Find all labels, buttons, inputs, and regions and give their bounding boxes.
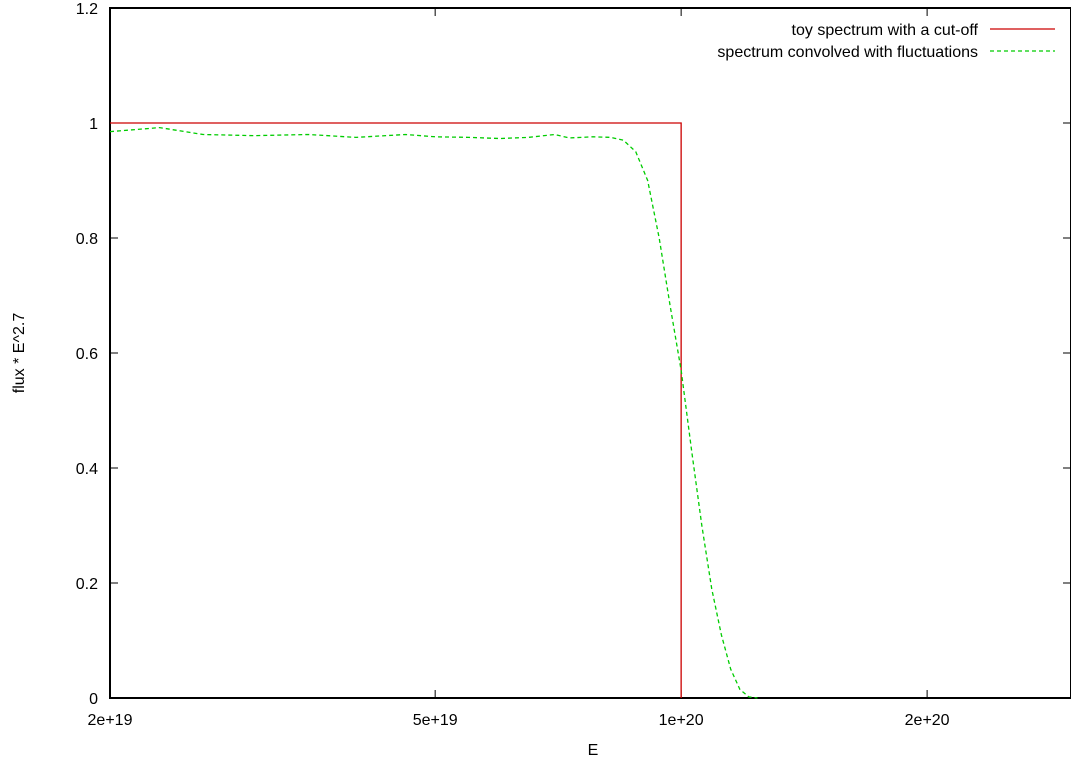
x-tick-label: 5e+19: [413, 712, 458, 729]
series-layer: [109, 122, 758, 699]
series-line-1: [110, 122, 682, 698]
legend: toy spectrum with a cut-off spectrum conv…: [717, 22, 1055, 61]
x-tick-label: 2e+19: [88, 712, 133, 729]
legend-label-1: toy spectrum with a cut-off: [792, 22, 979, 39]
y-tick-label: 1: [89, 116, 98, 133]
y-axis-label: flux * E^2.7: [11, 313, 28, 394]
series-line-2: [109, 126, 758, 699]
legend-label-2: spectrum convolved with fluctuations: [717, 44, 978, 61]
x-axis-ticks: 2e+19 5e+19 1e+20 2e+20: [88, 8, 950, 729]
y-tick-label: 0.8: [76, 231, 98, 248]
y-tick-label: 0.2: [76, 576, 98, 593]
y-tick-label: 0: [89, 691, 98, 708]
plot-frame: [109, 7, 1071, 699]
y-tick-label: 0.6: [76, 346, 98, 363]
y-tick-label: 0.4: [76, 461, 98, 478]
x-tick-label: 1e+20: [659, 712, 704, 729]
x-tick-label: 2e+20: [905, 712, 950, 729]
y-axis-ticks: 0 0.2 0.4 0.6 0.8 1 1.2: [76, 1, 1071, 708]
y-tick-label: 1.2: [76, 1, 98, 18]
x-axis-label: E: [588, 742, 599, 759]
